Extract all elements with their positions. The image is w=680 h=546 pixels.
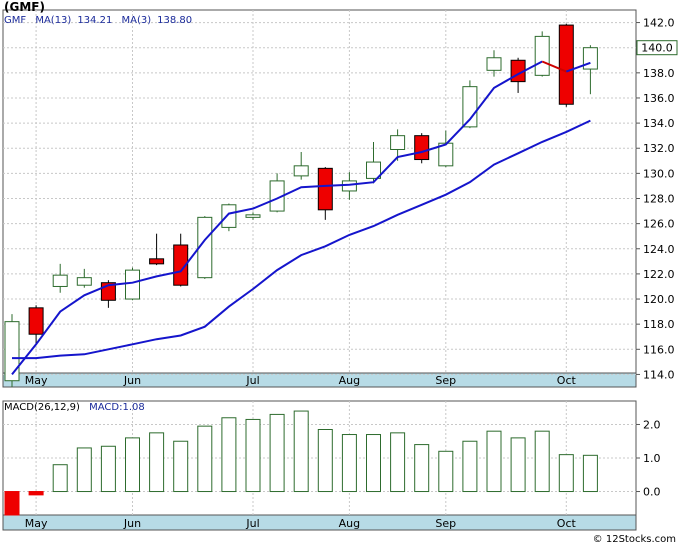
watermark: © 12Stocks.com <box>592 534 676 545</box>
macd-legend-label: MACD(26,12,9) <box>4 402 80 413</box>
candle-up <box>582 47 598 70</box>
macd-y-tick-label: 2.0 <box>643 418 661 431</box>
macd-y-tick-label: 0.0 <box>643 486 661 499</box>
candle-up <box>52 274 68 287</box>
macd-bar <box>293 410 309 493</box>
ma3-line <box>11 60 543 376</box>
macd-bar <box>438 450 454 493</box>
legend-ma3-label: MA(3) <box>121 15 152 26</box>
macd-legend: MACD(26,12,9) MACD:1.08 <box>4 402 145 413</box>
macd-bar <box>510 437 526 493</box>
ma3-line-tail <box>565 61 591 73</box>
price-month-label: Sep <box>435 374 456 387</box>
price-y-tick-label: 120.0 <box>643 293 675 306</box>
candle-down <box>149 258 165 265</box>
price-y-tick-label: 122.0 <box>643 268 675 281</box>
macd-bar <box>221 417 237 493</box>
macd-month-label: May <box>25 517 48 530</box>
candle-down <box>414 135 430 161</box>
macd-month-label: Aug <box>339 517 360 530</box>
price-month-label: May <box>25 374 48 387</box>
last-price-box <box>636 40 678 56</box>
macd-date-band <box>2 514 637 531</box>
price-y-tick-label: 142.0 <box>643 17 675 30</box>
macd-bar <box>534 430 550 493</box>
legend-ma13-value: 134.21 <box>77 15 113 26</box>
macd-bar <box>414 444 430 493</box>
candle-up <box>221 204 237 228</box>
macd-month-label: Jun <box>123 517 141 530</box>
macd-bar <box>28 491 44 496</box>
macd-bar <box>245 418 261 493</box>
price-month-label: Jul <box>245 374 259 387</box>
macd-legend-value: MACD:1.08 <box>89 402 145 413</box>
price-month-label: Aug <box>339 374 360 387</box>
ma3-line-recent <box>541 60 567 73</box>
price-month-label: Jun <box>123 374 141 387</box>
last-price-label: 140.0 <box>641 42 673 55</box>
candle-down <box>317 167 333 211</box>
macd-bar <box>149 432 165 493</box>
candle-down <box>28 307 44 335</box>
candle-up <box>462 86 478 128</box>
macd-bar <box>269 413 285 493</box>
legend-ma3-value: 138.80 <box>157 15 193 26</box>
price-legend: GMF MA(13) 134.21 MA(3) 138.80 <box>4 15 198 26</box>
candle-up <box>245 214 261 218</box>
macd-bar <box>366 434 381 493</box>
macd-bar <box>341 434 357 493</box>
candle-up <box>76 277 92 286</box>
candle-up <box>486 57 502 71</box>
price-date-band <box>2 372 637 388</box>
candle-up <box>125 269 140 300</box>
macd-bar <box>582 454 598 493</box>
candle-down <box>558 24 574 105</box>
candle-down <box>173 244 189 286</box>
macd-bar <box>125 437 140 493</box>
candle-up <box>390 135 406 150</box>
legend-ma13-label: MA(13) <box>35 15 72 26</box>
macd-bar <box>317 429 333 493</box>
macd-bar <box>173 440 189 493</box>
candle-up <box>366 161 381 179</box>
macd-bar <box>4 491 20 516</box>
candle-up <box>4 321 20 382</box>
price-y-tick-label: 124.0 <box>643 243 675 256</box>
macd-bar <box>52 464 68 493</box>
macd-month-label: Oct <box>557 517 577 530</box>
price-y-tick-label: 128.0 <box>643 193 675 206</box>
candle-up <box>293 165 309 177</box>
price-y-tick-label: 134.0 <box>643 117 675 130</box>
macd-bar <box>100 445 116 493</box>
macd-bar <box>76 447 92 493</box>
legend-symbol: GMF <box>4 15 27 26</box>
macd-month-label: Sep <box>435 517 456 530</box>
chart-title: (GMF) <box>4 0 45 14</box>
price-y-tick-label: 116.0 <box>643 343 675 356</box>
macd-bar <box>390 432 406 493</box>
price-y-tick-label: 130.0 <box>643 167 675 180</box>
price-y-tick-label: 136.0 <box>643 92 675 105</box>
macd-bar <box>558 454 574 493</box>
ma13-line <box>12 119 591 360</box>
price-y-tick-label: 114.0 <box>643 368 675 381</box>
price-y-tick-label: 132.0 <box>643 142 675 155</box>
macd-month-label: Jul <box>245 517 259 530</box>
price-y-tick-label: 118.0 <box>643 318 675 331</box>
price-month-label: Oct <box>557 374 577 387</box>
macd-y-tick-label: 1.0 <box>643 452 661 465</box>
macd-bar <box>197 425 213 493</box>
price-y-tick-label: 138.0 <box>643 67 675 80</box>
macd-bar <box>462 440 478 493</box>
candle-up <box>534 35 550 76</box>
macd-bar <box>486 430 502 493</box>
price-y-tick-label: 126.0 <box>643 218 675 231</box>
